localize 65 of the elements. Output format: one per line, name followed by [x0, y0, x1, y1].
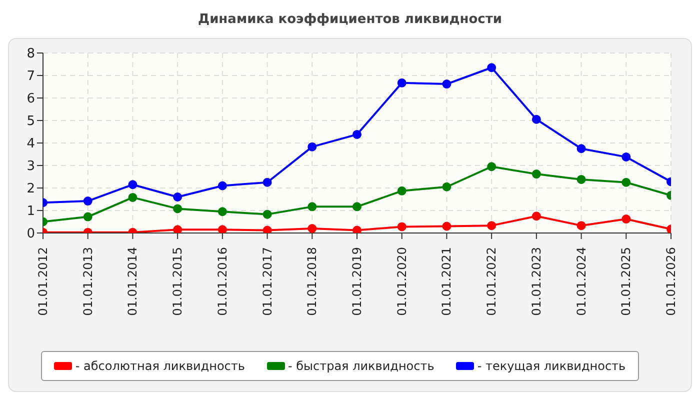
x-tick-label: 01.01.2012: [36, 247, 50, 316]
x-tick-label: 01.01.2014: [126, 247, 140, 316]
legend-label: - текущая ликвидность: [477, 359, 626, 373]
legend-label: - быстрая ликвидность: [288, 359, 434, 373]
y-tick-label: 6: [26, 92, 35, 107]
point: [218, 207, 227, 216]
point: [487, 162, 496, 172]
point: [83, 212, 92, 222]
point: [576, 144, 586, 154]
point: [442, 80, 452, 89]
x-tick-label: 01.01.2017: [260, 247, 274, 316]
point: [622, 152, 631, 162]
point: [352, 130, 362, 139]
y-tick-label: 4: [26, 136, 35, 152]
x-tick-label: 01.01.2022: [484, 247, 499, 316]
y-tick-label: 1: [26, 204, 35, 220]
x-tick-label: 01.01.2019: [350, 247, 364, 316]
point: [442, 222, 452, 231]
y-tick-label: 2: [26, 182, 35, 197]
point: [442, 182, 452, 192]
x-tick-label: 01.01.2021: [440, 247, 454, 316]
chart-title: Динамика коэффициентов ликвидности: [197, 11, 503, 29]
point: [173, 204, 182, 214]
point: [308, 202, 317, 212]
point: [218, 181, 227, 190]
point: [262, 210, 272, 219]
y-tick-label: 8: [26, 46, 35, 62]
point: [83, 196, 92, 206]
y-tick-label: 3: [26, 159, 35, 174]
point: [308, 224, 317, 233]
point: [128, 180, 138, 190]
point: [487, 63, 496, 72]
y-tick-label: 7: [26, 69, 35, 84]
y-tick-label: 0: [26, 226, 35, 242]
point: [532, 212, 541, 221]
point: [622, 178, 631, 187]
point: [487, 221, 496, 230]
x-tick-label: 01.01.2023: [529, 247, 544, 316]
point: [352, 226, 362, 233]
x-tick-label: 01.01.2026: [664, 247, 678, 316]
x-tick-label: 01.01.2025: [619, 247, 634, 316]
point: [397, 186, 406, 196]
point: [576, 174, 586, 184]
point: [622, 214, 631, 224]
point: [352, 202, 362, 212]
point: [262, 226, 272, 233]
point: [532, 114, 541, 124]
legend-label: - абсолютная ликвидность: [75, 359, 245, 373]
x-tick-label: 01.01.2018: [305, 247, 320, 316]
point: [262, 178, 272, 187]
point: [218, 225, 227, 233]
point: [397, 222, 406, 232]
x-tick-label: 01.01.2020: [394, 247, 409, 316]
point: [576, 221, 586, 230]
x-tick-label: 01.01.2013: [80, 247, 95, 316]
point: [532, 170, 541, 179]
point: [173, 225, 182, 233]
x-tick-label: 01.01.2024: [574, 247, 588, 316]
x-tick-label: 01.01.2016: [215, 247, 230, 316]
point: [397, 78, 406, 88]
point: [173, 192, 182, 202]
point: [308, 142, 317, 152]
y-tick-label: 5: [26, 114, 35, 130]
x-tick-label: 01.01.2015: [170, 247, 185, 316]
point: [128, 192, 138, 202]
